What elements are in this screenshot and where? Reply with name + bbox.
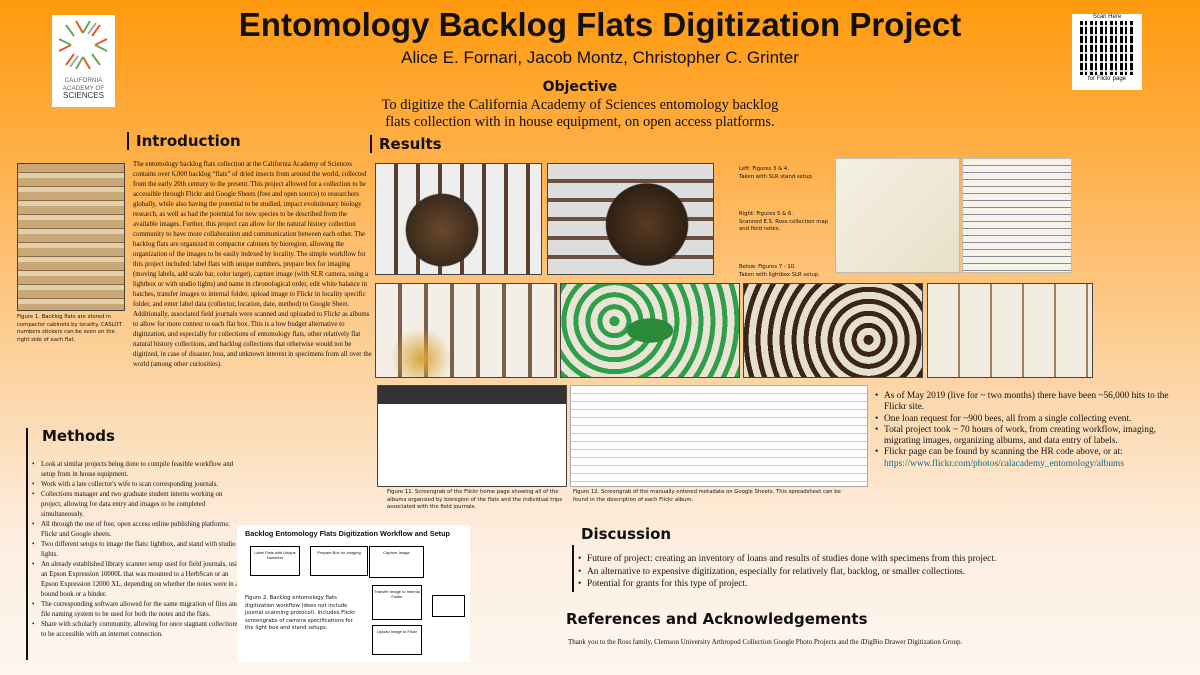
note-left-2: Taken with SLR stand setup. bbox=[739, 173, 814, 180]
methods-heading: Methods bbox=[42, 427, 115, 445]
workflow-box-label: Label Flats with Unique Numbers bbox=[250, 546, 300, 576]
figure2-caption: Figure 2. Backlog entomology flats digit… bbox=[245, 595, 356, 631]
methods-item: The corresponding software allowed for t… bbox=[32, 600, 244, 620]
discussion-item: Future of project: creating an inventory… bbox=[578, 553, 1058, 566]
introduction-heading: Introduction bbox=[127, 132, 241, 150]
qr-code-icon bbox=[1080, 21, 1134, 75]
figure6-field-notes bbox=[962, 158, 1072, 273]
results-heading: Results bbox=[370, 135, 442, 153]
figure5-map-scan bbox=[835, 158, 960, 273]
note-below-1: Below: Figures 7 - 10. bbox=[739, 264, 796, 270]
discussion-item: An alternative to expensive digitization… bbox=[578, 566, 1058, 579]
figure11-caption: Figure 11. Screengrab of the Flickr home… bbox=[387, 489, 563, 510]
note-right-1: Right: Figures 5 & 6. bbox=[739, 211, 793, 217]
flickr-link[interactable]: https://www.flickr.com/photos/calacademy… bbox=[884, 458, 1124, 469]
results-note-right: Right: Figures 5 & 6. Scanned E.S. Ross c… bbox=[739, 211, 839, 234]
figure9-photo bbox=[743, 283, 923, 378]
qr-top-label: Scan Here bbox=[1092, 14, 1122, 20]
poster-title: Entomology Backlog Flats Digitization Pr… bbox=[238, 6, 962, 43]
workflow-box-prepare: Prepare Box for Imaging bbox=[310, 546, 368, 576]
cas-logo: CALIFORNIA ACADEMY OF SCIENCES bbox=[52, 15, 115, 107]
workflow-box-transfer: Transfer Image to Internal Folder bbox=[372, 585, 422, 620]
logo-line-2: ACADEMY OF bbox=[62, 84, 105, 92]
methods-item: An already established library scanner s… bbox=[32, 560, 244, 600]
results-note-left: Left: Figures 3 & 4. Taken with SLR stand… bbox=[739, 166, 839, 181]
figure1-caption: Figure 1. Backlog flats are stored in co… bbox=[17, 314, 122, 343]
methods-item: Collections manager and two graduate stu… bbox=[32, 490, 244, 520]
figure4-photo bbox=[547, 163, 714, 275]
results-item: One loan request for ~900 bees, all from… bbox=[875, 414, 1190, 426]
references-heading: References and Acknowledgements bbox=[566, 610, 868, 628]
methods-item: Two different setups to image the flats:… bbox=[32, 540, 244, 560]
methods-divider bbox=[26, 428, 28, 660]
figure10-photo bbox=[927, 283, 1093, 378]
figure11-flickr-screengrab bbox=[377, 385, 567, 487]
results-item: As of May 2019 (live for ~ two months) t… bbox=[875, 391, 1190, 414]
logo-line-1: CALIFORNIA bbox=[64, 77, 103, 84]
discussion-item: Potential for grants for this type of pr… bbox=[578, 578, 1058, 591]
note-right-2: Scanned E.S. Ross collection map and fie… bbox=[739, 218, 829, 233]
authors: Alice E. Fornari, Jacob Montz, Christoph… bbox=[401, 48, 799, 67]
methods-item: All through the use of free, open access… bbox=[32, 520, 244, 540]
objective-heading: Objective bbox=[542, 79, 618, 95]
workflow-box-upload: Upload Image to Flickr bbox=[372, 625, 422, 655]
discussion-divider bbox=[572, 545, 574, 592]
results-item-text: Flickr page can be found by scanning the… bbox=[884, 447, 1123, 458]
acknowledgements-text: Thank you to the Ross family, Clemson Un… bbox=[568, 638, 963, 646]
workflow-figure: Backlog Entomology Flats Digitization Wo… bbox=[237, 525, 470, 662]
workflow-box-side bbox=[432, 595, 465, 617]
logo-line-3: SCIENCES bbox=[63, 91, 104, 100]
workflow-box-capture: Capture Image bbox=[369, 546, 424, 578]
results-note-below: Below: Figures 7 - 10. Taken with lightbo… bbox=[739, 264, 839, 279]
figure12-sheets-screengrab bbox=[570, 385, 868, 487]
figure1-photo bbox=[17, 163, 125, 311]
discussion-heading: Discussion bbox=[581, 525, 672, 543]
methods-item: Work with a late collector's wife to sca… bbox=[32, 480, 244, 490]
figure3-photo bbox=[375, 163, 542, 275]
note-left-1: Left: Figures 3 & 4. bbox=[739, 166, 789, 172]
methods-item: Share with scholarly community, allowing… bbox=[32, 620, 244, 640]
results-item: Total project took ~ 70 hours of work, f… bbox=[875, 425, 1190, 448]
qr-bottom-label: for Flickr page bbox=[1087, 76, 1126, 82]
figure7-photo bbox=[375, 283, 557, 378]
methods-item: Look at similar projects being done to c… bbox=[32, 460, 244, 480]
objective-text: To digitize the California Academy of Sc… bbox=[381, 97, 779, 130]
note-below-2: Taken with lightbox SLR setup. bbox=[739, 271, 820, 278]
qr-code[interactable]: Scan Here for Flickr page bbox=[1072, 14, 1142, 90]
workflow-title: Backlog Entomology Flats Digitization Wo… bbox=[245, 529, 450, 538]
introduction-text: The entomology backlog flats collection … bbox=[133, 161, 372, 368]
figure12-caption: Figure 12. Screengrab of the manually en… bbox=[573, 489, 841, 503]
sunburst-logo-icon bbox=[58, 20, 108, 70]
figure8-photo bbox=[560, 283, 740, 378]
results-item: Flickr page can be found by scanning the… bbox=[875, 447, 1190, 470]
